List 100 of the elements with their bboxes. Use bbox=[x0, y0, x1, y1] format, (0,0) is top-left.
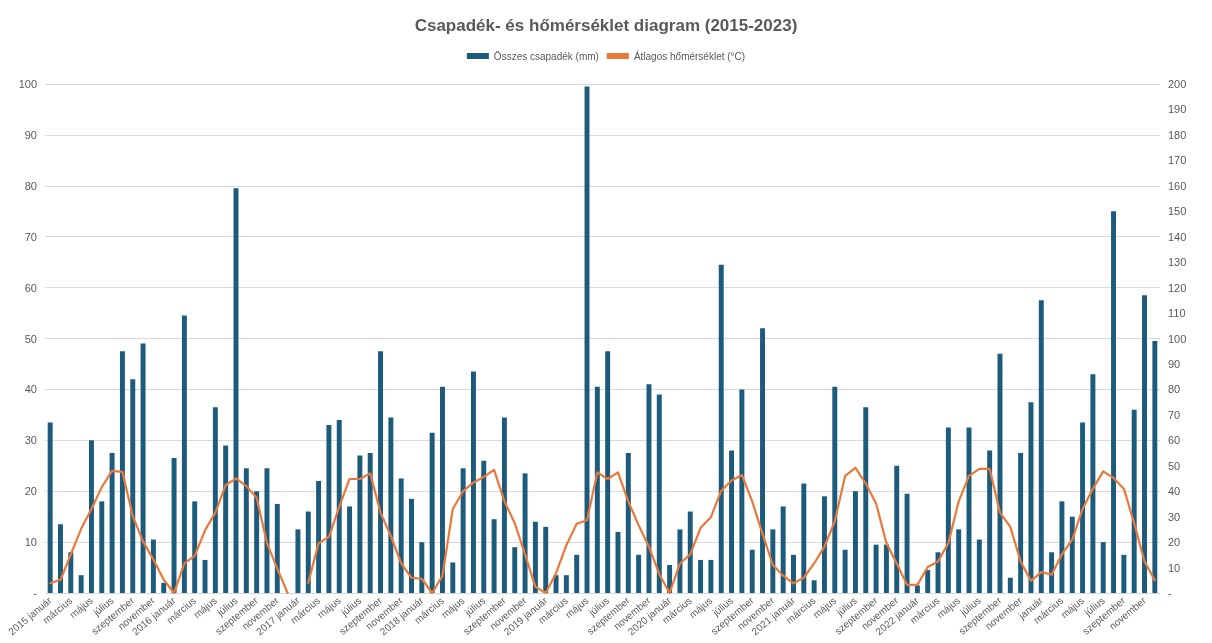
bar bbox=[1038, 300, 1044, 593]
bar bbox=[553, 575, 559, 593]
bar bbox=[150, 539, 156, 593]
legend-label: Összes csapadék (mm) bbox=[493, 50, 599, 62]
bar bbox=[481, 460, 487, 593]
y2-tick-label: 10 bbox=[1168, 561, 1181, 574]
bar bbox=[1152, 341, 1158, 593]
bar bbox=[388, 417, 394, 593]
y-tick-label: 60 bbox=[24, 281, 37, 294]
bar bbox=[212, 407, 218, 593]
bar bbox=[677, 529, 683, 593]
y2-tick-label: 30 bbox=[1168, 510, 1181, 523]
bar bbox=[945, 427, 951, 593]
bar bbox=[161, 582, 167, 593]
bar bbox=[894, 465, 900, 593]
bar bbox=[88, 440, 94, 593]
y2-tick-label: 160 bbox=[1168, 179, 1187, 192]
y2-tick-label: 60 bbox=[1168, 434, 1181, 447]
y2-tick-label: 140 bbox=[1168, 230, 1187, 243]
bar bbox=[58, 524, 63, 593]
bar bbox=[99, 501, 105, 593]
y2-tick-label: 120 bbox=[1168, 281, 1187, 294]
bar bbox=[687, 511, 693, 593]
y-tick-label: 80 bbox=[24, 179, 37, 192]
bar bbox=[181, 315, 187, 593]
bar bbox=[594, 386, 600, 593]
bar bbox=[336, 419, 342, 593]
bar bbox=[997, 353, 1003, 593]
bar bbox=[326, 425, 332, 593]
y2-tick-label: 90 bbox=[1168, 357, 1181, 370]
bar bbox=[852, 491, 858, 593]
y-tick-label: 10 bbox=[24, 536, 37, 549]
bar bbox=[491, 519, 497, 593]
y-tick-label: 70 bbox=[24, 230, 37, 243]
y2-tick-label: 110 bbox=[1168, 307, 1186, 320]
bar bbox=[1059, 501, 1065, 593]
bar bbox=[646, 384, 652, 593]
bar bbox=[419, 542, 425, 593]
bar bbox=[770, 529, 776, 593]
bar bbox=[378, 351, 384, 593]
bar bbox=[636, 554, 642, 593]
bar bbox=[347, 506, 353, 593]
bar bbox=[976, 539, 982, 593]
bar bbox=[935, 552, 941, 593]
y2-tick-label: 100 bbox=[1168, 332, 1187, 345]
bar bbox=[811, 580, 817, 593]
bar bbox=[243, 468, 249, 593]
bar bbox=[718, 264, 724, 593]
bar bbox=[842, 549, 848, 593]
bar bbox=[367, 453, 373, 593]
y2-tick-label: 150 bbox=[1168, 205, 1187, 218]
bar bbox=[574, 554, 580, 593]
bar bbox=[522, 473, 528, 593]
y2-tick-label: 20 bbox=[1168, 536, 1181, 549]
bar bbox=[925, 570, 931, 593]
bar bbox=[470, 371, 476, 593]
bar bbox=[429, 432, 435, 593]
bar bbox=[987, 450, 993, 593]
bar bbox=[316, 481, 322, 593]
bar bbox=[460, 468, 466, 593]
y2-tick-label: 190 bbox=[1168, 103, 1187, 116]
bar bbox=[192, 501, 198, 593]
y-tick-label: 100 bbox=[18, 78, 37, 90]
bar bbox=[440, 386, 445, 593]
bar bbox=[1121, 554, 1127, 593]
bar bbox=[357, 455, 363, 593]
bar bbox=[171, 458, 177, 593]
y2-tick-label: 200 bbox=[1168, 78, 1187, 90]
bar bbox=[1049, 552, 1055, 593]
bar bbox=[708, 559, 714, 593]
bar bbox=[1111, 211, 1117, 593]
bar bbox=[264, 468, 270, 593]
y2-tick-label: - bbox=[1168, 587, 1172, 599]
bar bbox=[543, 526, 549, 593]
bar bbox=[904, 493, 910, 593]
y2-tick-label: 130 bbox=[1168, 256, 1187, 269]
bar bbox=[512, 547, 518, 593]
bar bbox=[254, 491, 260, 593]
bar bbox=[202, 559, 208, 593]
bar bbox=[1090, 374, 1096, 593]
bar bbox=[956, 529, 962, 593]
bar bbox=[78, 575, 84, 593]
bar bbox=[130, 379, 136, 593]
y-tick-label: 40 bbox=[24, 383, 37, 396]
bar bbox=[1069, 516, 1075, 593]
bar bbox=[625, 453, 631, 593]
bar bbox=[698, 559, 704, 593]
legend-label: Átlagos hőmérséklet (°C) bbox=[633, 49, 746, 62]
bar bbox=[1028, 402, 1034, 593]
bar bbox=[863, 407, 869, 593]
bar bbox=[883, 544, 889, 593]
y-tick-label: 30 bbox=[24, 434, 37, 447]
y-tick-label: 20 bbox=[24, 485, 37, 498]
bar bbox=[1142, 295, 1147, 593]
bar bbox=[140, 343, 146, 593]
bar bbox=[47, 422, 53, 593]
bar bbox=[801, 483, 807, 593]
bar bbox=[305, 511, 311, 593]
bar bbox=[656, 394, 662, 593]
bar bbox=[109, 453, 115, 593]
